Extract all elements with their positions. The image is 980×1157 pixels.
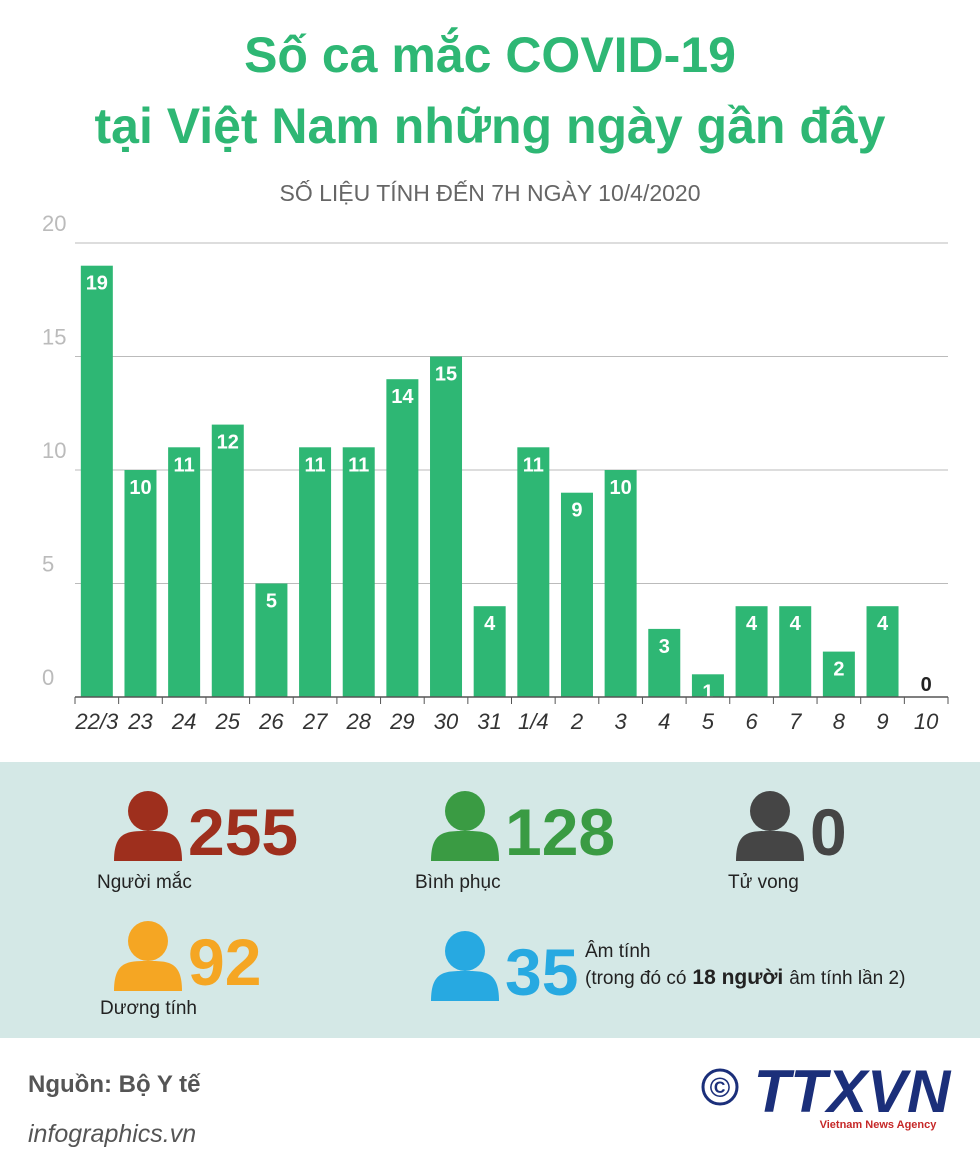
x-tick-label: 28 bbox=[345, 709, 371, 734]
value-label: 11 bbox=[304, 454, 325, 476]
bar bbox=[386, 379, 419, 697]
person-icon-head bbox=[445, 791, 485, 831]
stat-note: (trong đó có bbox=[585, 968, 686, 989]
y-tick-label: 15 bbox=[42, 325, 66, 350]
x-tick-label: 8 bbox=[833, 709, 846, 734]
copyright: © bbox=[710, 1072, 731, 1103]
x-tick-label: 7 bbox=[789, 709, 802, 734]
x-tick-label: 22/3 bbox=[74, 709, 119, 734]
site: infographics.vn bbox=[28, 1120, 196, 1148]
value-label: 1 bbox=[702, 681, 713, 703]
chart-title: Số ca mắc COVID-19 bbox=[244, 27, 736, 83]
value-label: 4 bbox=[790, 613, 802, 635]
stat-value: 92 bbox=[188, 925, 261, 999]
value-label: 10 bbox=[610, 477, 632, 499]
bar bbox=[604, 470, 637, 697]
y-tick-label: 20 bbox=[42, 211, 66, 236]
person-icon-body bbox=[114, 831, 182, 861]
value-label: 12 bbox=[217, 432, 239, 454]
person-icon-head bbox=[128, 791, 168, 831]
x-tick-label: 31 bbox=[477, 709, 501, 734]
x-tick-label: 4 bbox=[658, 709, 670, 734]
person-icon-body bbox=[736, 831, 804, 861]
y-tick-label: 0 bbox=[42, 665, 54, 690]
value-label: 4 bbox=[877, 613, 889, 635]
bar bbox=[168, 447, 201, 697]
stat-value: 128 bbox=[505, 795, 615, 869]
copyright-circle bbox=[701, 1068, 739, 1106]
bar bbox=[473, 606, 506, 697]
stat-note-bold: 18 người bbox=[692, 966, 783, 989]
person-icon-body bbox=[114, 961, 182, 991]
x-tick-label: 1/4 bbox=[518, 709, 549, 734]
bar bbox=[299, 447, 332, 697]
x-tick-label: 9 bbox=[876, 709, 888, 734]
value-label: 11 bbox=[174, 454, 195, 476]
person-icon-head bbox=[445, 931, 485, 971]
x-tick-label: 3 bbox=[615, 709, 628, 734]
bar bbox=[124, 470, 157, 697]
x-tick-label: 27 bbox=[302, 709, 328, 734]
bar bbox=[648, 628, 681, 697]
value-label: 9 bbox=[571, 500, 582, 522]
x-tick-label: 23 bbox=[127, 709, 153, 734]
x-tick-label: 10 bbox=[914, 709, 939, 734]
x-tick-label: 29 bbox=[389, 709, 414, 734]
person-icon-head bbox=[750, 791, 790, 831]
bar bbox=[80, 265, 113, 697]
bar bbox=[342, 447, 375, 697]
chart-title: tại Việt Nam những ngày gần đây bbox=[95, 98, 886, 154]
x-tick-label: 2 bbox=[570, 709, 583, 734]
x-tick-label: 24 bbox=[171, 709, 196, 734]
source: Nguồn: Bộ Y tế bbox=[28, 1071, 201, 1098]
x-tick-label: 5 bbox=[702, 709, 715, 734]
logo: TTXVN bbox=[754, 1058, 952, 1125]
person-icon-body bbox=[431, 971, 499, 1001]
stat-note: âm tính lần 2) bbox=[789, 968, 905, 989]
value-label: 15 bbox=[435, 364, 457, 386]
y-tick-label: 5 bbox=[42, 552, 54, 577]
value-label: 14 bbox=[391, 386, 414, 408]
value-label: 4 bbox=[484, 613, 496, 635]
person-icon-body bbox=[431, 831, 499, 861]
x-tick-label: 26 bbox=[258, 709, 284, 734]
value-label: 4 bbox=[746, 613, 758, 635]
chart-subtitle: SỐ LIỆU TÍNH ĐẾN 7H NGÀY 10/4/2020 bbox=[280, 179, 701, 206]
bar bbox=[211, 424, 244, 697]
value-label: 2 bbox=[833, 659, 844, 681]
value-label: 11 bbox=[348, 454, 369, 476]
value-label: 19 bbox=[86, 273, 108, 295]
value-label: 3 bbox=[659, 636, 670, 658]
bar bbox=[255, 583, 288, 697]
logo-sub: Vietnam News Agency bbox=[820, 1119, 938, 1131]
stat-label: Dương tính bbox=[100, 998, 197, 1019]
x-tick-label: 30 bbox=[434, 709, 459, 734]
value-label: 11 bbox=[523, 454, 544, 476]
x-tick-label: 6 bbox=[745, 709, 758, 734]
bar bbox=[430, 356, 463, 697]
bar bbox=[822, 651, 855, 697]
bar bbox=[779, 606, 812, 697]
stat-value: 35 bbox=[505, 935, 578, 1009]
value-label: 10 bbox=[129, 477, 151, 499]
bar bbox=[517, 447, 550, 697]
stat-value: 0 bbox=[810, 795, 847, 869]
stat-label: Tử vong bbox=[728, 872, 799, 893]
stat-label: Bình phục bbox=[415, 872, 501, 893]
value-label: 0 bbox=[921, 674, 932, 696]
stat-value: 255 bbox=[188, 795, 298, 869]
y-tick-label: 10 bbox=[42, 438, 66, 463]
bar bbox=[560, 492, 593, 697]
stat-label: Âm tính bbox=[585, 940, 650, 962]
x-tick-label: 25 bbox=[215, 709, 241, 734]
bar bbox=[735, 606, 768, 697]
value-label: 5 bbox=[266, 591, 277, 613]
bar bbox=[691, 674, 724, 697]
person-icon-head bbox=[128, 921, 168, 961]
stat-label: Người mắc bbox=[97, 871, 192, 893]
bar bbox=[866, 606, 899, 697]
